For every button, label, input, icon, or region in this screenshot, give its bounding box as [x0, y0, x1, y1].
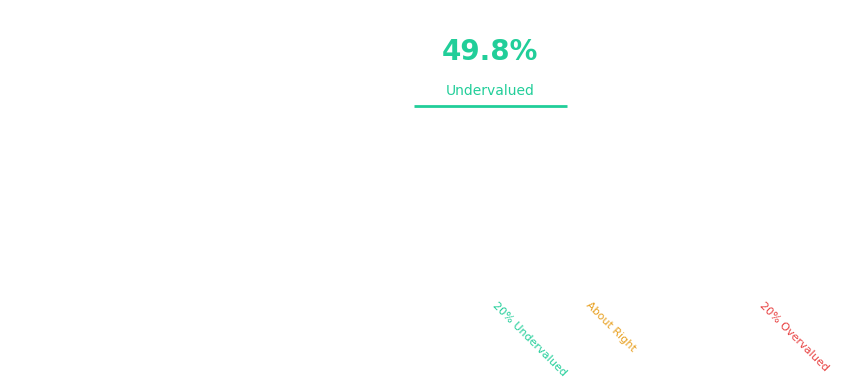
Text: 20% Undervalued: 20% Undervalued	[490, 300, 567, 378]
Text: Undervalued: Undervalued	[446, 84, 534, 98]
Text: 49.8%: 49.8%	[441, 38, 538, 66]
Text: Current Price: Current Price	[246, 140, 339, 153]
Text: 20% Overvalued: 20% Overvalued	[757, 300, 829, 373]
Text: About Right: About Right	[583, 300, 636, 354]
Text: CN¥38.61: CN¥38.61	[227, 167, 339, 187]
Text: CN¥76.93: CN¥76.93	[368, 247, 481, 266]
Text: Fair Value: Fair Value	[412, 220, 481, 233]
